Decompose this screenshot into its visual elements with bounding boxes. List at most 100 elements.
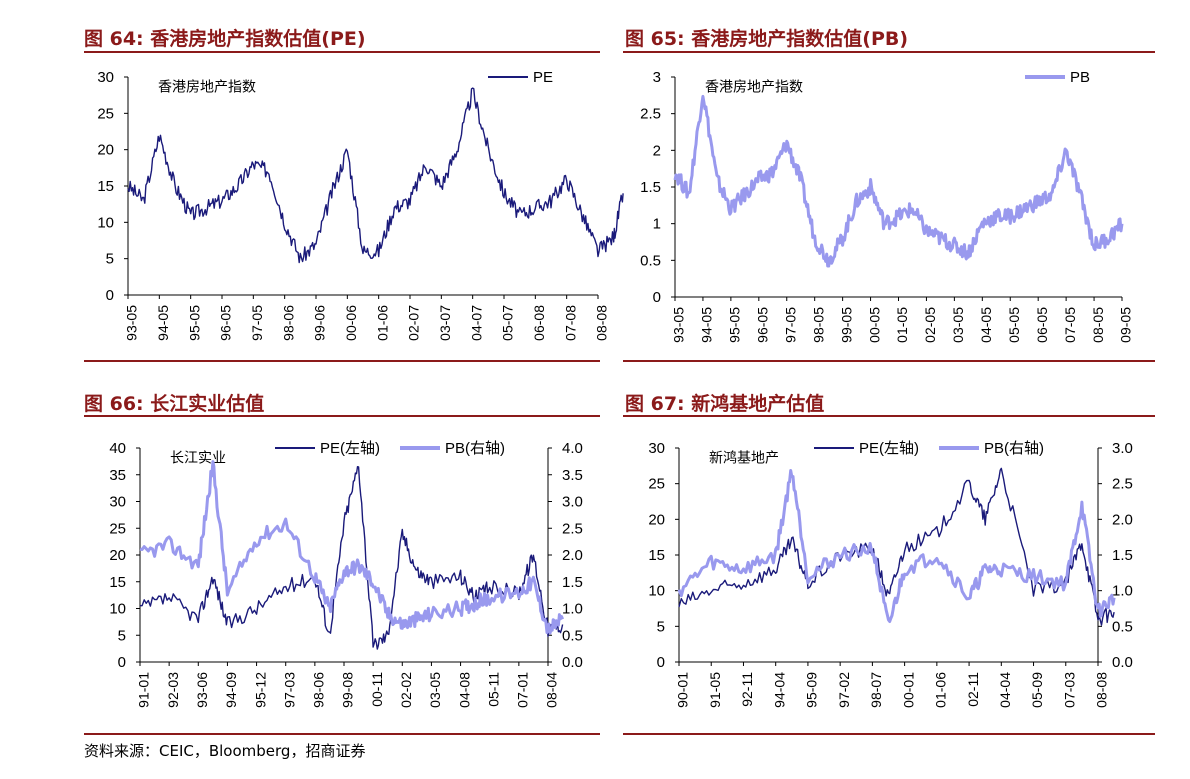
y2-tick-label: 1.0	[1112, 583, 1133, 600]
x-tick-label: 97-05	[782, 307, 798, 343]
y-tick-label: 5	[118, 627, 126, 644]
y2-tick-label: 2.0	[562, 547, 583, 564]
y2-tick-label: 0.0	[1112, 654, 1133, 671]
figure-65-top-rule	[623, 51, 1155, 53]
x-tick-label: 97-03	[281, 672, 297, 708]
figure-66-bottom-rule	[84, 733, 600, 735]
y-tick-label: 5	[106, 251, 114, 268]
x-tick-label: 08-08	[1094, 672, 1110, 708]
series-line-PB(右轴)	[677, 469, 1116, 623]
x-tick-label: 02-02	[398, 672, 414, 708]
chart-inner-label: 长江实业	[170, 449, 226, 465]
x-tick-label: 04-08	[456, 672, 472, 708]
legend-label: PE(左轴)	[320, 440, 380, 457]
x-tick-label: 08-04	[544, 672, 560, 708]
x-tick-label: 95-12	[252, 672, 268, 708]
x-tick-label: 03-05	[427, 672, 443, 708]
y-tick-label: 20	[648, 511, 665, 528]
y-tick-label: 15	[97, 178, 114, 195]
y-tick-label: 10	[109, 601, 126, 618]
y2-tick-label: 4.0	[562, 440, 583, 457]
x-tick-label: 96-05	[218, 305, 234, 341]
x-tick-label: 90-01	[675, 672, 691, 708]
x-tick-label: 01-06	[374, 305, 390, 341]
x-tick-label: 93-05	[671, 307, 687, 343]
figure-64-title: 图 64: 香港房地产指数估值(PE)	[84, 28, 366, 50]
y-tick-label: 0	[653, 289, 661, 306]
x-tick-label: 04-05	[978, 307, 994, 343]
x-tick-label: 06-08	[531, 305, 547, 341]
y-tick-label: 3	[653, 69, 661, 86]
x-tick-label: 09-05	[1118, 307, 1134, 343]
chart-inner-label: 香港房地产指数	[705, 78, 803, 94]
x-tick-label: 97-05	[249, 305, 265, 341]
y2-tick-label: 2.5	[1112, 476, 1133, 493]
y-tick-label: 30	[109, 494, 126, 511]
figure-64-bottom-rule	[84, 360, 600, 362]
chart-inner-label: 香港房地产指数	[158, 78, 256, 94]
x-tick-label: 05-09	[1029, 672, 1045, 708]
x-tick-label: 98-06	[280, 305, 296, 341]
x-tick-label: 94-04	[771, 672, 787, 708]
y-tick-label: 40	[109, 440, 126, 457]
x-tick-label: 07-08	[562, 305, 578, 341]
y-tick-label: 5	[657, 618, 665, 635]
x-tick-label: 97-02	[836, 672, 852, 708]
y-tick-label: 30	[648, 440, 665, 457]
y-tick-label: 10	[648, 583, 665, 600]
x-tick-label: 91-05	[707, 672, 723, 708]
y-tick-label: 1	[653, 216, 661, 233]
x-tick-label: 00-01	[900, 672, 916, 708]
x-tick-label: 08-05	[1090, 307, 1106, 343]
y2-tick-label: 0.5	[1112, 618, 1133, 635]
x-tick-label: 01-05	[894, 307, 910, 343]
x-tick-label: 07-03	[1061, 672, 1077, 708]
x-tick-label: 02-07	[406, 305, 422, 341]
y-tick-label: 10	[97, 214, 114, 231]
x-tick-label: 98-07	[868, 672, 884, 708]
y2-tick-label: 0.0	[562, 654, 583, 671]
y-tick-label: 15	[109, 574, 126, 591]
x-tick-label: 05-11	[485, 672, 501, 707]
y-tick-label: 15	[648, 547, 665, 564]
y-tick-label: 1.5	[640, 179, 661, 196]
y2-tick-label: 3.0	[1112, 440, 1133, 457]
x-tick-label: 00-05	[866, 307, 882, 343]
series-line-PE	[127, 87, 624, 264]
y2-tick-label: 3.0	[562, 494, 583, 511]
series-line-PB	[673, 94, 1124, 268]
x-tick-label: 98-06	[311, 672, 327, 708]
series-line-PB(右轴)	[139, 460, 564, 635]
x-tick-label: 05-07	[500, 305, 516, 341]
x-tick-label: 00-06	[343, 305, 359, 341]
figure-64-top-rule	[84, 51, 600, 53]
y-tick-label: 2.5	[640, 106, 661, 123]
x-tick-label: 92-11	[739, 672, 755, 707]
legend-label: PB(右轴)	[984, 440, 1044, 457]
x-tick-label: 96-05	[755, 307, 771, 343]
y-tick-label: 25	[97, 105, 114, 122]
x-tick-label: 91-01	[136, 672, 152, 708]
series-line-PE(左轴)	[140, 466, 564, 650]
x-tick-label: 98-05	[810, 307, 826, 343]
y2-tick-label: 2.5	[562, 520, 583, 537]
legend-label: PE(左轴)	[859, 440, 919, 457]
y2-tick-label: 0.5	[562, 627, 583, 644]
y2-tick-label: 1.5	[1112, 547, 1133, 564]
y2-tick-label: 1.5	[562, 574, 583, 591]
x-tick-label: 08-08	[594, 305, 610, 341]
x-tick-label: 04-07	[468, 305, 484, 341]
y-tick-label: 25	[648, 476, 665, 493]
x-tick-label: 01-06	[933, 672, 949, 708]
x-tick-label: 02-11	[965, 672, 981, 707]
x-tick-label: 07-01	[515, 672, 531, 708]
x-tick-label: 95-09	[804, 672, 820, 708]
y-tick-label: 2	[653, 142, 661, 159]
y-tick-label: 0	[106, 287, 114, 304]
figure-66-top-rule	[84, 415, 600, 417]
x-tick-label: 95-05	[186, 305, 202, 341]
x-tick-label: 99-08	[340, 672, 356, 708]
x-tick-label: 92-03	[165, 672, 181, 708]
y-tick-label: 35	[109, 467, 126, 484]
